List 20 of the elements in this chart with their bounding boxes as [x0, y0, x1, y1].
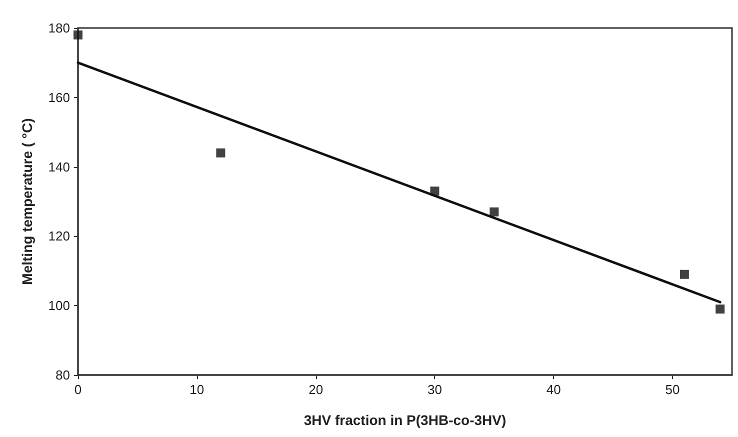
- y-tick-label: 100: [48, 298, 70, 314]
- point: [716, 304, 725, 314]
- y-axis-title: Melting temperature ( °C): [19, 118, 35, 285]
- x-axis-title: 3HV fraction in P(3HB-co-3HV): [304, 412, 506, 428]
- x-tick-label: 10: [190, 382, 204, 397]
- y-tick-label: 160: [48, 90, 70, 105]
- point: [680, 270, 689, 279]
- y-tick-label: 120: [48, 228, 70, 244]
- y-tick-label: 140: [48, 159, 70, 174]
- y-tick-label: 80: [56, 368, 70, 382]
- point: [430, 186, 440, 196]
- x-tick-label: 0: [74, 382, 82, 397]
- x-tick-label: 40: [546, 382, 561, 397]
- x-tick-label: 50: [665, 382, 680, 397]
- x-tick-label: 30: [427, 382, 442, 397]
- x-tick-label: 20: [308, 382, 324, 397]
- point: [216, 148, 226, 158]
- point: [490, 207, 499, 216]
- y-tick-label: 180: [48, 20, 70, 36]
- point: [74, 30, 82, 40]
